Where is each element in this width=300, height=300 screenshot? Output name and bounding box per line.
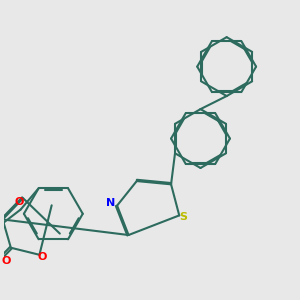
- Text: O: O: [2, 256, 11, 266]
- Text: O: O: [14, 197, 24, 207]
- Text: N: N: [106, 198, 115, 208]
- Text: S: S: [179, 212, 187, 222]
- Text: O: O: [38, 252, 47, 262]
